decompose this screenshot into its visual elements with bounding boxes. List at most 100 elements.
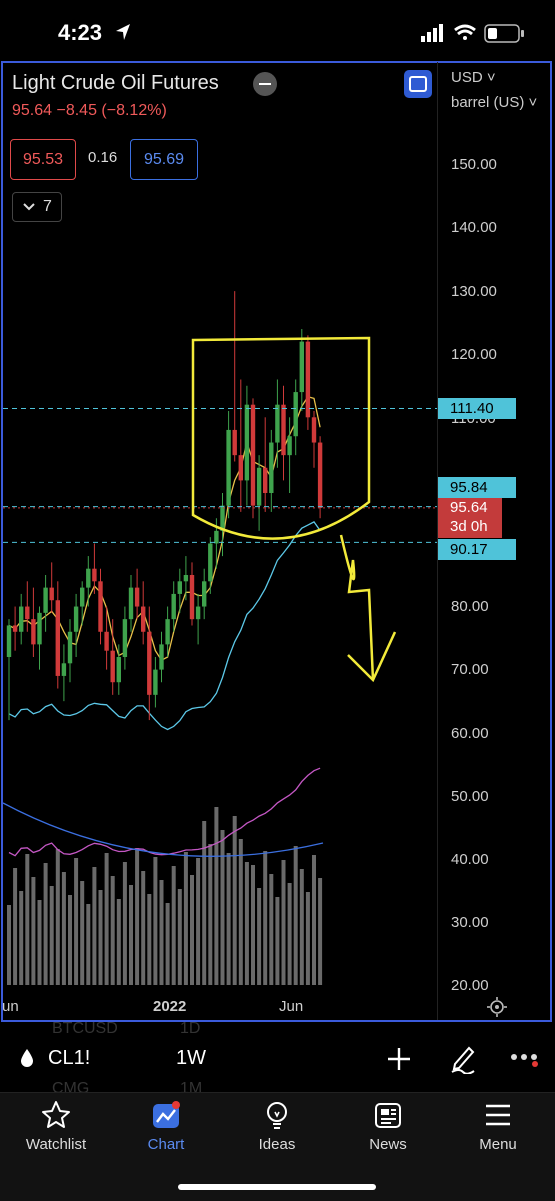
candle xyxy=(128,587,134,620)
volume-bar xyxy=(147,894,152,985)
volume-bar xyxy=(7,905,11,985)
tab-ideas[interactable]: Ideas xyxy=(227,1100,327,1153)
volume-bar xyxy=(190,875,194,985)
volume-bar xyxy=(244,862,249,985)
more-dots-icon xyxy=(511,1054,538,1067)
sell-button[interactable]: 95.53 xyxy=(10,139,76,180)
tab-label: Menu xyxy=(479,1136,517,1153)
candle xyxy=(305,341,311,418)
volume-bar xyxy=(257,888,262,985)
horizontal-line-tag[interactable]: 90.17 xyxy=(438,539,516,560)
fullscreen-button[interactable] xyxy=(404,70,432,98)
y-tick: 80.00 xyxy=(451,598,489,615)
volume-bar xyxy=(104,853,109,985)
volume-bar xyxy=(31,877,36,985)
moving-average-line xyxy=(8,396,321,662)
candle xyxy=(189,575,195,620)
tab-news[interactable]: News xyxy=(338,1100,438,1153)
volume-bar xyxy=(220,830,225,985)
volume-bar xyxy=(269,874,274,985)
candle xyxy=(195,606,201,620)
candle xyxy=(49,587,54,601)
indicator-count: 7 xyxy=(43,198,52,215)
candle xyxy=(263,467,268,493)
battery-icon xyxy=(484,24,524,43)
horizontal-line-tag[interactable]: 111.40 xyxy=(438,398,516,419)
candle xyxy=(171,593,176,620)
interval-selector[interactable]: 1W xyxy=(176,1047,206,1069)
volume-bar xyxy=(37,900,42,985)
volume-bar xyxy=(208,844,213,985)
y-tick: 40.00 xyxy=(451,851,489,868)
volume-bar xyxy=(61,872,66,985)
volume-bar xyxy=(141,871,146,985)
x-tick: un xyxy=(2,998,19,1015)
volume-bar xyxy=(226,853,231,985)
candle xyxy=(238,455,243,481)
collapse-button[interactable] xyxy=(253,72,277,96)
candle xyxy=(287,436,292,456)
chart-settings-button[interactable] xyxy=(486,996,508,1018)
chart-frame[interactable] xyxy=(1,61,552,1022)
tab-label: Watchlist xyxy=(25,1136,87,1153)
annotation-arrow xyxy=(339,534,375,681)
wifi-icon xyxy=(454,24,476,40)
candle xyxy=(43,587,48,613)
candle xyxy=(122,619,128,657)
drop-icon xyxy=(20,1048,34,1073)
candle xyxy=(281,404,286,456)
candle xyxy=(256,467,262,506)
volume-bar xyxy=(165,903,170,985)
tab-watchlist[interactable]: Watchlist xyxy=(6,1100,106,1153)
currency-selector[interactable]: USD ˅ xyxy=(451,69,496,86)
candle xyxy=(232,429,237,456)
volume-bar xyxy=(287,883,292,985)
symbol-selector[interactable]: CL1! xyxy=(48,1047,91,1069)
tab-chart[interactable]: Chart xyxy=(116,1100,216,1153)
tab-menu[interactable]: Menu xyxy=(448,1100,548,1153)
candle xyxy=(104,631,109,651)
volume-bar xyxy=(232,816,237,985)
menu-icon xyxy=(486,1104,510,1126)
volume-bar xyxy=(13,868,18,985)
horizontal-line-tag[interactable]: 95.84 xyxy=(438,477,516,498)
y-tick: 30.00 xyxy=(451,914,489,931)
candle xyxy=(269,442,274,493)
candle xyxy=(73,606,79,632)
add-button[interactable] xyxy=(386,1046,412,1077)
y-tick: 70.00 xyxy=(451,661,489,678)
candle xyxy=(55,600,60,676)
volume-bar xyxy=(43,863,48,985)
volume-bar xyxy=(98,890,103,985)
volume-ma-line xyxy=(3,802,324,857)
candle xyxy=(153,669,158,695)
cellular-icon xyxy=(421,24,443,42)
status-time: 4:23 xyxy=(58,20,103,45)
moving-average-line xyxy=(8,521,321,731)
volume-bar xyxy=(49,886,54,985)
candle xyxy=(159,644,164,670)
price-chart[interactable] xyxy=(3,63,437,988)
pen-icon xyxy=(451,1046,475,1075)
volume-bar xyxy=(183,852,188,985)
more-button[interactable] xyxy=(510,1053,538,1072)
volume-bar xyxy=(74,858,79,985)
volume-bar xyxy=(238,839,243,985)
bar-countdown: 3d 0h xyxy=(450,518,488,535)
volume-bar xyxy=(312,855,316,985)
volume-bar xyxy=(251,865,255,985)
candle xyxy=(6,625,12,657)
volume-bar xyxy=(214,807,219,985)
volume-bar xyxy=(202,821,207,985)
candle xyxy=(250,404,256,506)
moving-average-line xyxy=(8,767,321,857)
indicators-toggle[interactable]: 7 xyxy=(12,192,62,222)
candle xyxy=(275,404,280,443)
drawing-button[interactable] xyxy=(449,1044,477,1079)
candle xyxy=(165,619,170,645)
volume-bar xyxy=(92,867,97,985)
location-arrow-icon xyxy=(115,23,131,46)
buy-button[interactable]: 95.69 xyxy=(130,139,198,180)
unit-selector[interactable]: barrel (US) ˅ xyxy=(451,94,538,111)
x-tick: Jun xyxy=(279,998,304,1015)
